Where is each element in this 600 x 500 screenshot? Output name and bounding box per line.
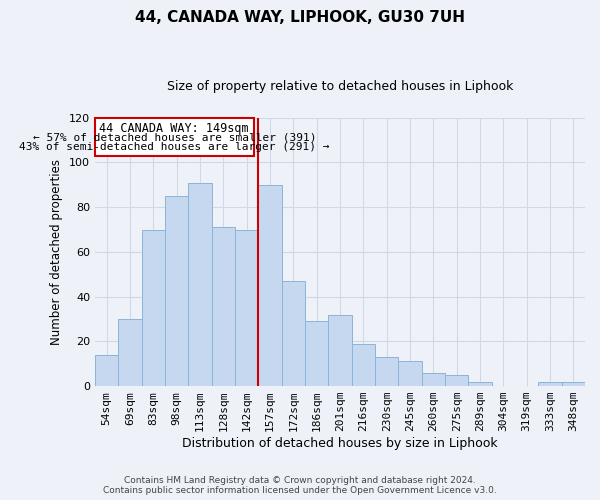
Bar (165, 196, 188, 386)
Bar (422, 372, 445, 386)
Bar (281, 281, 305, 386)
Bar (375, 357, 398, 386)
Text: Contains HM Land Registry data © Crown copyright and database right 2024.
Contai: Contains HM Land Registry data © Crown c… (103, 476, 497, 495)
Bar (305, 321, 328, 386)
Bar (562, 382, 585, 386)
Bar (445, 375, 469, 386)
Bar (259, 185, 281, 386)
Text: 43% of semi-detached houses are larger (291) →: 43% of semi-detached houses are larger (… (19, 142, 329, 152)
Bar (328, 314, 352, 386)
X-axis label: Distribution of detached houses by size in Liphook: Distribution of detached houses by size … (182, 437, 498, 450)
Bar (118, 319, 142, 386)
Y-axis label: Number of detached properties: Number of detached properties (50, 159, 64, 345)
Bar (398, 362, 422, 386)
Bar (188, 182, 212, 386)
Text: 44, CANADA WAY, LIPHOOK, GU30 7UH: 44, CANADA WAY, LIPHOOK, GU30 7UH (135, 10, 465, 25)
Text: 44 CANADA WAY: 149sqm: 44 CANADA WAY: 149sqm (100, 122, 249, 135)
Bar (212, 228, 235, 386)
Bar (469, 382, 491, 386)
Bar (142, 230, 165, 386)
Text: ← 57% of detached houses are smaller (391): ← 57% of detached houses are smaller (39… (32, 132, 316, 142)
FancyBboxPatch shape (95, 118, 254, 156)
Bar (235, 230, 259, 386)
Bar (352, 344, 375, 386)
Bar (95, 355, 118, 386)
Bar (538, 382, 562, 386)
Title: Size of property relative to detached houses in Liphook: Size of property relative to detached ho… (167, 80, 513, 93)
